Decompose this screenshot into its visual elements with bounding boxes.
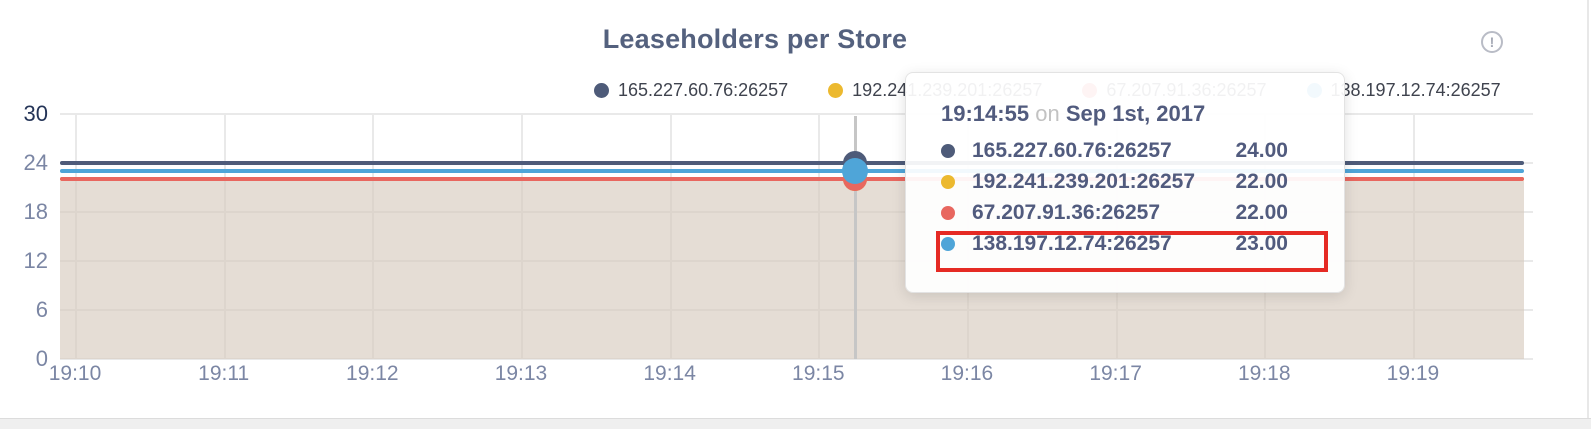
tooltip-series-dot-icon bbox=[941, 236, 955, 251]
tooltip-series-value: 22.00 bbox=[1235, 169, 1288, 193]
info-icon[interactable]: ! bbox=[1481, 31, 1503, 53]
chart-tooltip: 19:14:55 on Sep 1st, 2017 165.227.60.76:… bbox=[905, 72, 1345, 293]
page-title: Leaseholders per Store bbox=[602, 24, 908, 54]
y-axis-tick-label: 0 bbox=[35, 346, 48, 371]
tooltip-series-value: 23.00 bbox=[1235, 231, 1288, 255]
x-axis-tick-label: 19:16 bbox=[940, 362, 994, 385]
tooltip-time: 19:14:55 bbox=[941, 101, 1030, 126]
x-axis-tick-label: 19:12 bbox=[346, 362, 399, 385]
tooltip-series-dot-icon bbox=[941, 143, 955, 158]
x-axis-tick-label: 19:10 bbox=[48, 362, 102, 385]
x-axis-tick-label: 19:19 bbox=[1386, 362, 1440, 385]
tooltip-series-name: 67.207.91.36:26257 bbox=[972, 200, 1161, 224]
y-gridline bbox=[60, 113, 1533, 115]
legend-series-label: 165.227.60.76:26257 bbox=[618, 79, 789, 100]
legend-item-165.227.60.76:26257[interactable]: 165.227.60.76:26257 bbox=[594, 80, 788, 101]
tooltip-series-name: 165.227.60.76:26257 bbox=[972, 138, 1172, 162]
x-axis-tick-label: 19:14 bbox=[643, 362, 696, 385]
tooltip-row: 67.207.91.36:26257 22.00 bbox=[906, 197, 1344, 228]
legend-series-label: 138.197.12.74:26257 bbox=[1330, 79, 1501, 100]
y-gridline bbox=[60, 358, 1533, 360]
series-line bbox=[60, 161, 1524, 165]
tooltip-row: 192.241.239.201:26257 22.00 bbox=[906, 166, 1344, 197]
y-axis-tick-label: 24 bbox=[23, 150, 48, 175]
series-line bbox=[60, 169, 1524, 174]
y-axis-tick-label: 12 bbox=[23, 248, 48, 273]
tooltip-series-dot-icon bbox=[941, 174, 955, 189]
hover-guide-line bbox=[854, 116, 857, 359]
x-axis-tick-label: 19:13 bbox=[494, 362, 548, 385]
bottom-page-edge bbox=[0, 418, 1591, 429]
x-axis-tick-label: 19:17 bbox=[1089, 362, 1142, 385]
x-axis-tick-label: 19:18 bbox=[1237, 362, 1291, 385]
x-axis-tick-label: 19:11 bbox=[198, 362, 250, 385]
y-axis-tick-label: 30 bbox=[23, 101, 48, 126]
tooltip-rows: 165.227.60.76:26257 24.00 192.241.239.201:… bbox=[906, 135, 1344, 259]
y-axis-tick-label: 18 bbox=[23, 199, 48, 224]
tooltip-row: 165.227.60.76:26257 24.00 bbox=[906, 135, 1344, 166]
legend-series-dot-icon bbox=[828, 82, 844, 98]
y-axis-tick-label: 6 bbox=[35, 297, 48, 322]
tooltip-series-dot-icon bbox=[941, 205, 955, 220]
right-page-edge bbox=[1587, 0, 1589, 418]
tooltip-row: 138.197.12.74:26257 23.00 bbox=[906, 228, 1344, 259]
x-axis-tick-label: 19:15 bbox=[792, 362, 845, 385]
tooltip-series-value: 24.00 bbox=[1235, 138, 1288, 162]
tooltip-series-value: 22.00 bbox=[1235, 200, 1288, 224]
legend-series-dot-icon bbox=[594, 82, 609, 98]
hover-point-dot bbox=[842, 158, 868, 185]
tooltip-header: 19:14:55 on Sep 1st, 2017 bbox=[941, 101, 1206, 126]
highlight-annotation-rect bbox=[936, 231, 1328, 272]
tooltip-series-name: 192.241.239.201:26257 bbox=[972, 169, 1196, 193]
tooltip-series-name: 138.197.12.74:26257 bbox=[972, 231, 1172, 255]
series-line bbox=[60, 177, 1524, 182]
